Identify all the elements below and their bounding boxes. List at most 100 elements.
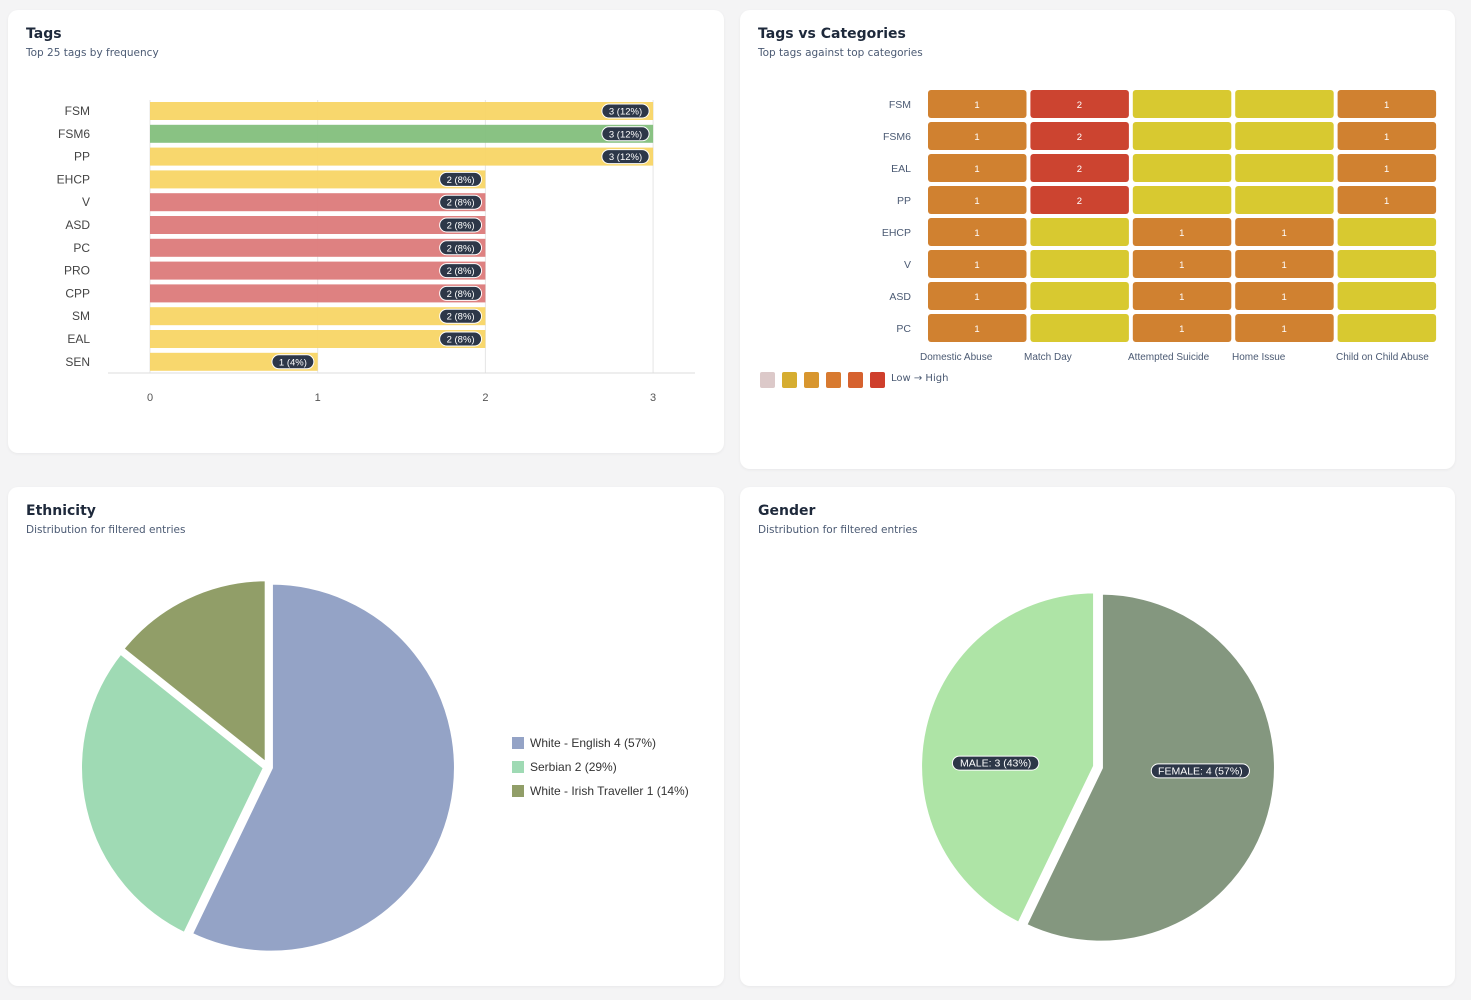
heatmap-cell <box>1235 90 1334 118</box>
y-tick-label: CPP <box>65 286 90 300</box>
bar-data-label: 2 (8%) <box>447 175 475 186</box>
legend-swatch <box>512 761 524 773</box>
tags-subtitle: Top 25 tags by frequency <box>26 47 159 59</box>
heatmap-cell <box>1030 154 1129 182</box>
bar-data-label: 2 (8%) <box>447 266 475 277</box>
heatmap-cell <box>1132 314 1232 342</box>
ethnicity-title: Ethnicity <box>26 503 96 519</box>
heatmap-cell <box>1030 186 1129 214</box>
heatmap-scale-swatch <box>826 372 841 388</box>
heatmap-col-label: Home Issue <box>1232 352 1286 363</box>
heatmap-cell <box>1235 218 1334 246</box>
heatmap-col-label: Domestic Abuse <box>920 352 993 363</box>
heatmap-col-label: Child on Child Abuse <box>1336 352 1429 363</box>
bar-data-label: 2 (8%) <box>447 243 475 254</box>
bar-data-label-bg <box>271 354 315 370</box>
bar <box>150 284 486 303</box>
heatmap-cell <box>1030 218 1129 246</box>
bar <box>150 330 486 348</box>
y-tick-label: PC <box>73 241 90 255</box>
heatmap-cell <box>1337 250 1437 278</box>
bar <box>150 193 486 212</box>
heatmap-row-label: EHCP <box>882 227 911 239</box>
heatmap-cell-value: 1 <box>1282 324 1287 335</box>
heatmap-scale-swatch <box>782 372 797 388</box>
bar-data-label-bg <box>439 308 483 324</box>
heatmap-cell-value: 1 <box>974 100 979 111</box>
y-tick-label: EHCP <box>57 172 90 186</box>
heatmap-cell-value: 1 <box>1384 132 1389 143</box>
heatmap-cell <box>1337 314 1437 342</box>
heatmap-cell <box>1030 250 1129 278</box>
bar-data-label: 2 (8%) <box>447 198 475 209</box>
heatmap-col-label: Match Day <box>1024 352 1072 363</box>
heatmap-row-label: V <box>904 259 911 271</box>
heatmap-row-label: ASD <box>889 291 911 303</box>
heatmap-cell <box>1132 218 1232 246</box>
heatmap-cell <box>928 90 1027 118</box>
y-tick-label: EAL <box>67 332 90 346</box>
heatmap-title: Tags vs Categories <box>758 26 906 42</box>
heatmap-cell-value: 1 <box>1282 260 1287 271</box>
legend-label: Serbian 2 (29%) <box>530 760 617 774</box>
heatmap-row-label: EAL <box>891 163 911 175</box>
heatmap-cell-value: 1 <box>974 260 979 271</box>
bar-data-label: 2 (8%) <box>447 289 475 300</box>
heatmap-row-label: FSM6 <box>883 131 911 143</box>
bar-data-label-bg <box>601 126 650 142</box>
bar-data-label-bg <box>439 285 483 301</box>
heatmap-scale-swatch <box>870 372 885 388</box>
heatmap-cell <box>928 154 1027 182</box>
bar-data-label-bg <box>439 263 483 279</box>
heatmap-cell-value: 1 <box>974 164 979 175</box>
gender-title: Gender <box>758 503 816 519</box>
bar <box>150 170 486 189</box>
heatmap-cell <box>1030 90 1129 118</box>
bar-data-label-bg <box>601 103 650 119</box>
heatmap-cell-value: 2 <box>1077 132 1082 143</box>
y-tick-label: PP <box>74 150 90 164</box>
heatmap-cell <box>1337 186 1437 214</box>
heatmap-cell <box>1337 90 1437 118</box>
heatmap-cell <box>1235 186 1334 214</box>
bar-data-label-bg <box>439 194 483 210</box>
x-tick-label: 3 <box>650 392 656 404</box>
heatmap-cell <box>1337 122 1437 150</box>
ethnicity-slice <box>187 580 458 955</box>
heatmap-cell <box>928 122 1027 150</box>
bar <box>150 147 654 166</box>
y-tick-label: SM <box>72 309 90 323</box>
x-tick-label: 1 <box>315 392 321 404</box>
bar <box>150 261 486 280</box>
heatmap-cell <box>928 218 1027 246</box>
bar <box>150 238 486 257</box>
heatmap-cell-value: 1 <box>1179 260 1184 271</box>
heatmap-cell <box>1235 122 1334 150</box>
heatmap-cell <box>1132 282 1232 310</box>
heatmap-cell <box>1132 122 1232 150</box>
heatmap-subtitle: Top tags against top categories <box>758 47 923 59</box>
ethnicity-subtitle: Distribution for filtered entries <box>26 524 186 536</box>
heatmap-cell-value: 1 <box>974 228 979 239</box>
heatmap-cell <box>1235 314 1334 342</box>
bar-data-label: 1 (4%) <box>279 357 307 368</box>
bar-data-label: 3 (12%) <box>609 129 642 140</box>
x-tick-label: 0 <box>147 392 153 404</box>
heatmap-cell-value: 2 <box>1077 196 1082 207</box>
ethnicity-slice <box>78 649 268 938</box>
y-tick-label: PRO <box>64 264 90 278</box>
bar-data-label: 2 (8%) <box>447 221 475 232</box>
heatmap-cell-value: 1 <box>1179 228 1184 239</box>
heatmap-cell <box>1235 282 1334 310</box>
heatmap-cell-value: 1 <box>974 132 979 143</box>
heatmap-cell <box>1337 154 1437 182</box>
y-tick-label: FSM6 <box>58 127 90 141</box>
gender-data-label-bg <box>1150 763 1250 779</box>
heatmap-cell-value: 1 <box>1384 196 1389 207</box>
heatmap-cell-value: 1 <box>1384 100 1389 111</box>
legend-label: White - Irish Traveller 1 (14%) <box>530 784 689 798</box>
heatmap-cell-value: 1 <box>1384 164 1389 175</box>
heatmap-scale-swatch <box>848 372 863 388</box>
heatmap-cell-value: 1 <box>1282 228 1287 239</box>
gender-subtitle: Distribution for filtered entries <box>758 524 918 536</box>
